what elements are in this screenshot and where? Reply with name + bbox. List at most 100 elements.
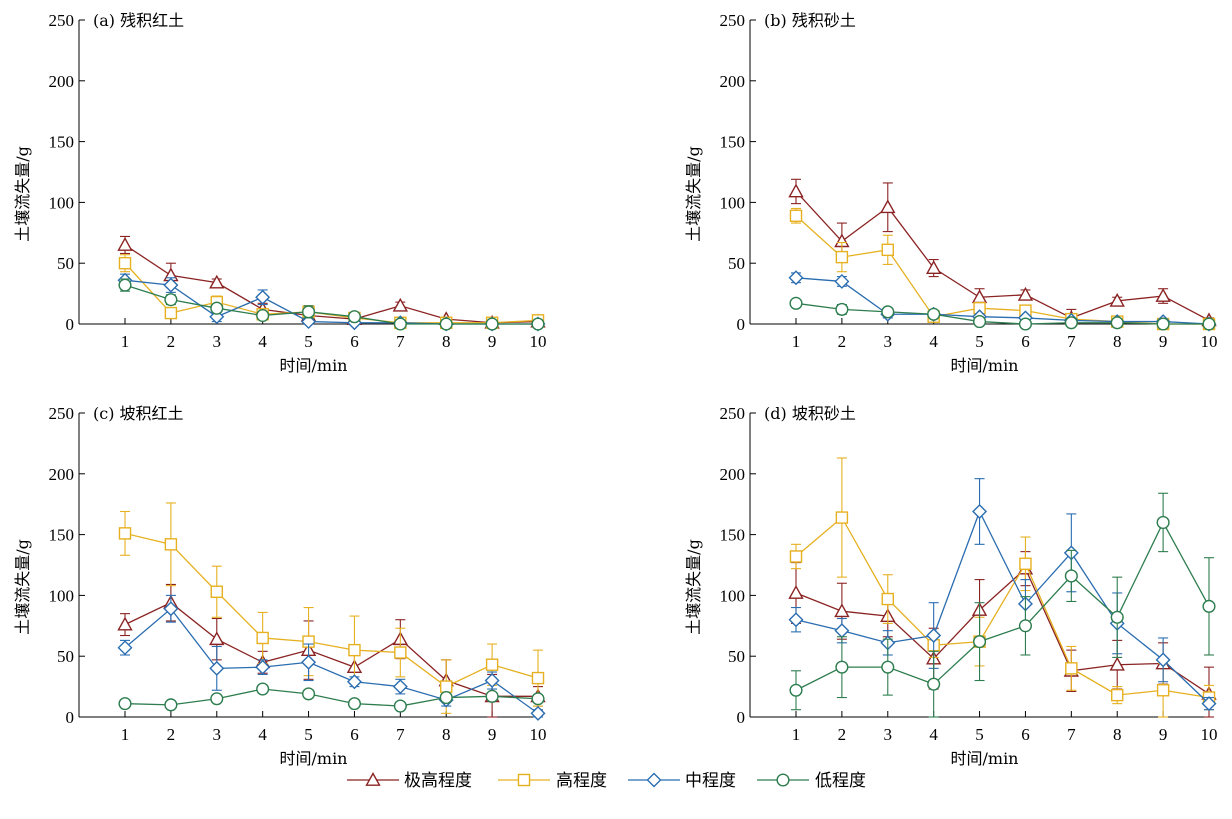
x-axis-title: 时间/min [951,356,1019,375]
series-line [795,302,1209,325]
series-line [124,532,539,688]
y-tick-label: 100 [720,193,746,212]
data-point [1109,656,1125,671]
data-point [439,680,453,693]
panel-title: (c) 坡积红土 [93,404,184,423]
x-tick-label: 8 [442,725,451,744]
x-tick-label: 6 [1021,725,1030,744]
data-point [789,683,803,697]
x-tick-label: 4 [258,725,267,744]
data-point [926,628,942,644]
x-tick-label: 9 [1159,332,1168,351]
x-tick-label: 1 [792,725,801,744]
data-point [439,690,453,705]
x-tick-label: 1 [121,332,130,351]
data-point [789,209,803,223]
data-point [255,659,271,675]
y-tick-label: 100 [49,193,75,212]
y-tick-label: 150 [720,526,746,545]
y-tick-label: 100 [720,586,746,605]
data-point [1019,557,1032,571]
panel-2: 0 50 100 150 200 250 1 2 3 4 5 6 7 8 9 10 (b) 残积砂土时间/min… [684,11,1218,375]
x-tick-label: 4 [258,332,267,351]
data-point [972,504,988,519]
data-point [789,296,803,310]
series-medium [117,594,546,721]
data-point [835,660,849,674]
data-point [163,277,179,293]
x-tick-label: 1 [121,725,130,744]
series-low [118,682,545,713]
data-point [256,682,270,696]
panel-3: 0 50 100 150 200 250 1 2 3 4 5 6 7 8 9 10 (c) 坡积红土时间/min… [13,404,547,768]
x-tick-label: 3 [884,332,893,351]
data-point [1064,569,1078,583]
data-point [1065,662,1078,675]
data-point [835,302,849,316]
x-tick-label: 8 [1113,332,1122,351]
data-point [346,674,362,690]
y-tick-label: 150 [49,526,75,545]
data-point [302,687,316,701]
data-point [973,635,987,649]
data-point [973,315,987,329]
legend-item-extreme: 极高程度 [347,771,472,791]
series-line [124,601,538,697]
data-point [164,698,178,712]
data-point [1017,286,1034,301]
x-tick-label: 8 [1113,725,1122,744]
series-line [795,215,1209,325]
y-axis-title: 土壤流失量/g [684,539,703,635]
data-point [788,270,804,286]
data-point [348,643,361,657]
data-point [394,646,407,659]
data-point [1110,688,1124,702]
data-point [439,317,453,331]
y-tick-label: 150 [49,133,75,152]
data-point [927,677,941,691]
series-medium [788,270,1217,332]
y-axis-title: 土壤流失量/g [684,146,703,242]
x-tick-label: 7 [396,725,405,744]
data-point [485,317,499,331]
series-high [118,502,545,714]
y-tick-label: 0 [66,708,75,727]
series-extreme [788,178,1217,327]
series-low [789,492,1216,718]
data-point [485,689,499,703]
data-point [1110,610,1124,624]
data-point [393,699,407,713]
data-point [835,511,849,524]
x-tick-label: 7 [1067,725,1076,744]
data-point [880,199,896,214]
data-point [531,317,545,331]
data-point [530,705,546,721]
series-line [795,567,1210,695]
legend-marker [365,772,381,786]
data-point [484,673,500,689]
legend-item-high: 高程度 [498,771,607,791]
y-tick-label: 200 [720,465,746,484]
data-point [531,671,545,685]
data-point [209,660,225,676]
data-point [347,697,361,711]
data-point [788,585,804,599]
x-tick-label: 4 [929,332,938,351]
series-line [795,516,1210,699]
data-point [392,679,408,695]
legend-item-low: 低程度 [757,771,866,791]
x-tick-label: 2 [167,332,176,351]
series-line [795,509,1210,705]
data-point [255,289,271,305]
x-tick-label: 10 [530,725,547,744]
series-line [124,688,539,707]
data-point [164,293,178,307]
series-low [789,296,1216,331]
y-tick-label: 50 [57,254,74,273]
data-point [210,301,224,315]
data-point [392,297,409,312]
y-tick-label: 250 [49,404,75,423]
data-point [1156,684,1170,697]
x-tick-label: 7 [1067,332,1076,351]
